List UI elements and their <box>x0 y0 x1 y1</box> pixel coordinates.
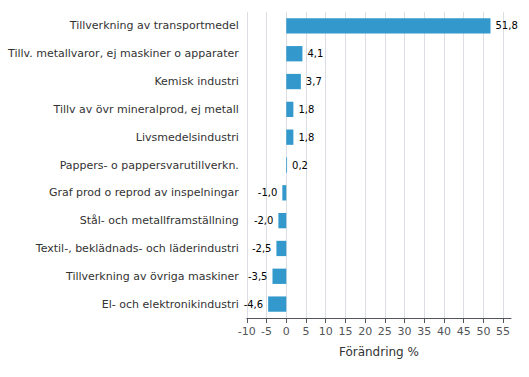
svg-text:Textil-, beklädnads- och läder: Textil-, beklädnads- och läderindustri <box>35 242 239 255</box>
svg-text:0,2: 0,2 <box>292 160 308 171</box>
svg-text:10: 10 <box>319 325 333 338</box>
svg-text:1,8: 1,8 <box>298 104 314 115</box>
svg-text:15: 15 <box>338 325 352 338</box>
svg-text:5: 5 <box>302 325 309 338</box>
svg-text:El- och elektronikindustri: El- och elektronikindustri <box>102 298 239 311</box>
svg-text:-3,5: -3,5 <box>248 271 268 282</box>
svg-text:55: 55 <box>496 325 510 338</box>
svg-text:Pappers- o pappersvarutillverk: Pappers- o pappersvarutillverkn. <box>60 159 239 172</box>
svg-text:-2,0: -2,0 <box>254 215 274 226</box>
svg-text:0: 0 <box>283 325 290 338</box>
svg-text:Tillv av övr mineralprod, ej m: Tillv av övr mineralprod, ej metall <box>53 103 239 116</box>
svg-text:35: 35 <box>417 325 431 338</box>
svg-text:-4,6: -4,6 <box>244 299 264 310</box>
svg-text:-10: -10 <box>238 325 256 338</box>
svg-text:50: 50 <box>476 325 490 338</box>
svg-text:-1,0: -1,0 <box>258 187 278 198</box>
svg-text:4,1: 4,1 <box>307 48 323 59</box>
svg-text:45: 45 <box>457 325 471 338</box>
svg-text:20: 20 <box>358 325 372 338</box>
svg-text:3,7: 3,7 <box>306 76 322 87</box>
svg-text:30: 30 <box>398 325 412 338</box>
svg-text:Tillverkning av övriga maskine: Tillverkning av övriga maskiner <box>65 270 239 283</box>
svg-text:40: 40 <box>437 325 451 338</box>
svg-text:Kemisk industri: Kemisk industri <box>154 75 238 88</box>
svg-text:1,8: 1,8 <box>298 132 314 143</box>
svg-text:Förändring %: Förändring % <box>339 345 419 359</box>
svg-text:-5: -5 <box>261 325 272 338</box>
svg-text:51,8: 51,8 <box>495 20 517 31</box>
svg-text:25: 25 <box>378 325 392 338</box>
svg-text:Livsmedelsindustri: Livsmedelsindustri <box>136 131 239 144</box>
svg-text:Tillverkning av transportmedel: Tillverkning av transportmedel <box>69 19 239 32</box>
svg-text:Tillv. metallvaror, ej maskine: Tillv. metallvaror, ej maskiner o appara… <box>7 47 239 60</box>
svg-text:Graf prod o reprod av inspelni: Graf prod o reprod av inspelningar <box>49 186 239 199</box>
svg-text:Stål- och metallframställning: Stål- och metallframställning <box>80 214 239 227</box>
svg-text:-2,5: -2,5 <box>252 243 272 254</box>
